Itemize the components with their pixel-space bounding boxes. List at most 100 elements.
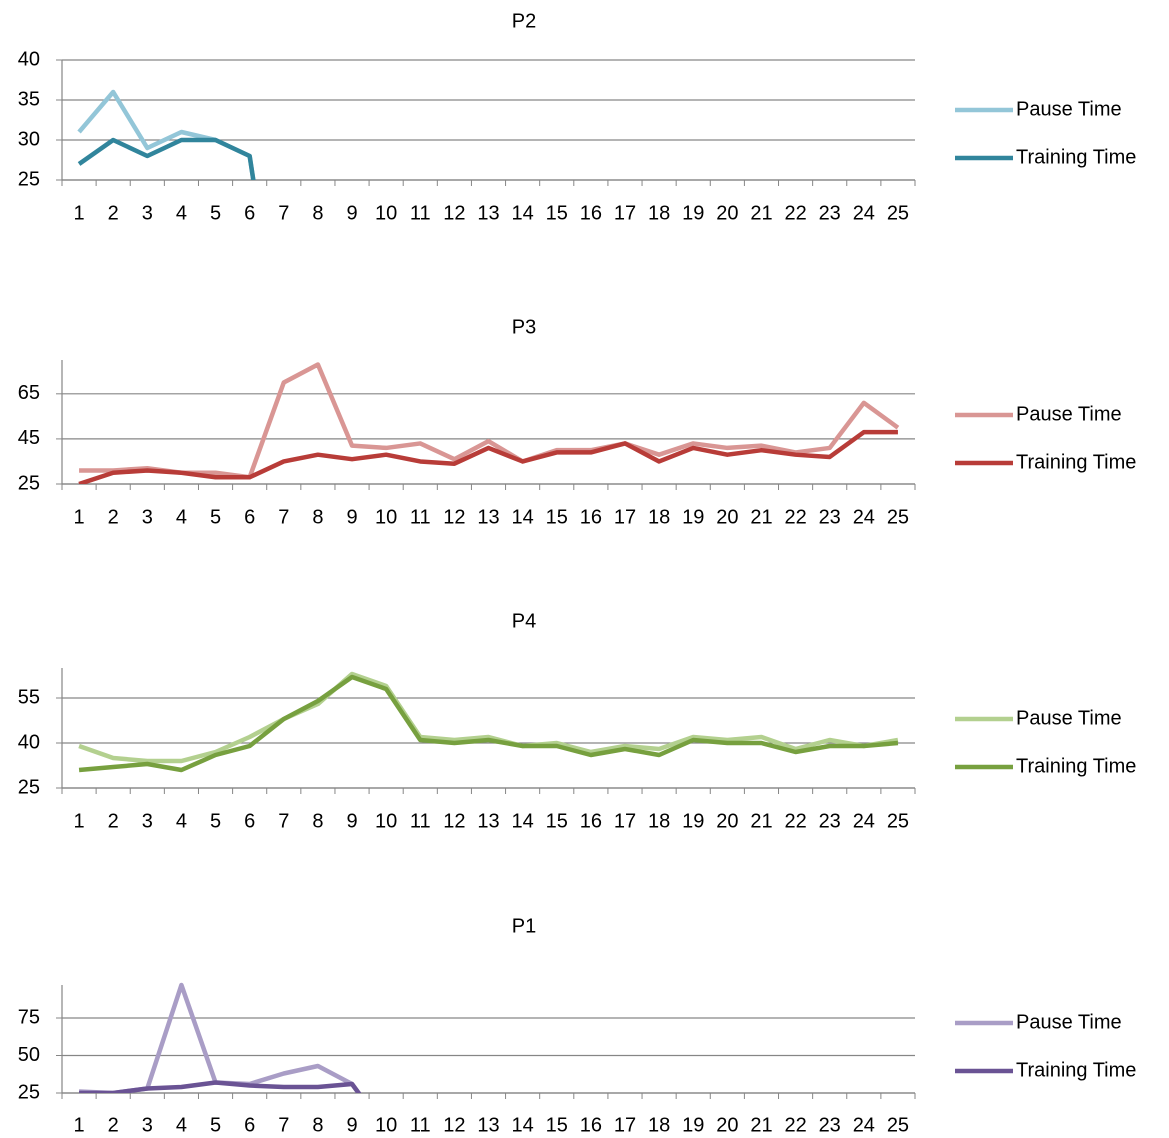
chart-title: P1	[512, 915, 536, 937]
x-tick-label: 11	[410, 1114, 431, 1136]
x-tick-label: 19	[682, 506, 704, 528]
y-tick-label: 55	[18, 686, 40, 708]
series-line	[78, 982, 362, 1093]
x-tick-label: 21	[750, 1114, 772, 1136]
x-tick-label: 5	[210, 1114, 221, 1136]
x-tick-label: 3	[142, 810, 153, 832]
x-tick-label: 25	[887, 1114, 909, 1136]
x-tick-label: 9	[346, 810, 357, 832]
legend-label: Pause Time	[1016, 98, 1122, 120]
x-tick-label: 4	[176, 810, 187, 832]
legend-label: Training Time	[1016, 146, 1136, 168]
series-line	[79, 362, 900, 480]
x-tick-label: 11	[410, 506, 431, 528]
x-tick-label: 15	[546, 1114, 568, 1136]
x-tick-label: 11	[410, 810, 431, 832]
x-tick-label: 10	[375, 202, 397, 224]
x-tick-label: 17	[614, 810, 636, 832]
chart-title: P3	[512, 316, 536, 338]
x-tick-label: 4	[176, 1114, 187, 1136]
legend-label: Training Time	[1016, 755, 1136, 777]
x-tick-label: 14	[511, 506, 533, 528]
series-line	[77, 89, 256, 180]
x-tick-label: 25	[887, 506, 909, 528]
x-tick-label: 9	[346, 202, 357, 224]
y-tick-label: 75	[18, 1006, 40, 1028]
legend-label: Pause Time	[1016, 1011, 1122, 1033]
x-tick-label: 1	[73, 202, 84, 224]
x-tick-label: 15	[546, 810, 568, 832]
series-line	[78, 429, 898, 484]
x-tick-label: 10	[375, 810, 397, 832]
x-tick-label: 22	[784, 1114, 806, 1136]
x-tick-label: 20	[716, 506, 738, 528]
x-tick-label: 12	[443, 810, 465, 832]
x-tick-label: 8	[312, 1114, 323, 1136]
x-tick-label: 16	[580, 202, 602, 224]
x-tick-label: 6	[244, 202, 255, 224]
x-tick-label: 17	[614, 1114, 636, 1136]
x-tick-label: 7	[278, 506, 289, 528]
plot-area	[77, 89, 256, 180]
y-tick-label: 25	[18, 1081, 40, 1103]
x-tick-label: 11	[410, 202, 431, 224]
y-tick-label: 25	[18, 168, 40, 190]
x-tick-label: 12	[443, 202, 465, 224]
x-tick-label: 17	[614, 202, 636, 224]
x-tick-label: 9	[346, 1114, 357, 1136]
x-tick-label: 16	[580, 506, 602, 528]
x-tick-label: 19	[682, 202, 704, 224]
x-tick-label: 18	[648, 202, 670, 224]
x-tick-label: 5	[210, 506, 221, 528]
x-tick-label: 3	[142, 202, 153, 224]
x-tick-label: 24	[853, 810, 875, 832]
x-tick-label: 8	[312, 506, 323, 528]
x-tick-label: 25	[887, 810, 909, 832]
x-tick-label: 16	[580, 1114, 602, 1136]
x-tick-label: 5	[210, 810, 221, 832]
x-tick-label: 24	[853, 1114, 875, 1136]
y-tick-label: 25	[18, 472, 40, 494]
x-tick-label: 6	[244, 810, 255, 832]
x-tick-label: 19	[682, 810, 704, 832]
x-tick-label: 15	[546, 202, 568, 224]
x-tick-label: 1	[73, 810, 84, 832]
x-tick-label: 24	[853, 202, 875, 224]
x-tick-label: 4	[176, 506, 187, 528]
x-tick-label: 20	[716, 1114, 738, 1136]
x-tick-label: 10	[375, 1114, 397, 1136]
y-tick-label: 40	[18, 731, 40, 753]
x-tick-label: 5	[210, 202, 221, 224]
y-tick-label: 65	[18, 382, 40, 404]
x-tick-label: 4	[176, 202, 187, 224]
x-tick-label: 6	[244, 1114, 255, 1136]
plot-area	[78, 362, 900, 484]
x-tick-label: 13	[477, 202, 499, 224]
chart-title: P2	[512, 10, 536, 32]
x-tick-label: 25	[887, 202, 909, 224]
x-tick-label: 24	[853, 506, 875, 528]
x-tick-label: 14	[511, 810, 533, 832]
x-tick-label: 8	[312, 202, 323, 224]
x-tick-label: 1	[73, 1114, 84, 1136]
x-tick-label: 23	[819, 506, 841, 528]
x-tick-label: 18	[648, 1114, 670, 1136]
y-tick-label: 50	[18, 1044, 40, 1066]
series-line	[78, 671, 899, 764]
x-tick-label: 2	[108, 506, 119, 528]
x-tick-label: 13	[477, 506, 499, 528]
x-tick-label: 6	[244, 506, 255, 528]
plot-area	[78, 671, 899, 773]
x-tick-label: 13	[477, 810, 499, 832]
x-tick-label: 18	[648, 506, 670, 528]
y-tick-label: 40	[18, 48, 40, 70]
series-line	[79, 1080, 362, 1093]
x-tick-label: 12	[443, 1114, 465, 1136]
x-tick-label: 22	[784, 506, 806, 528]
y-tick-label: 30	[18, 128, 40, 150]
plot-area	[78, 982, 362, 1093]
x-tick-label: 7	[278, 1114, 289, 1136]
x-tick-label: 21	[750, 810, 772, 832]
chart-title: P4	[512, 610, 536, 632]
